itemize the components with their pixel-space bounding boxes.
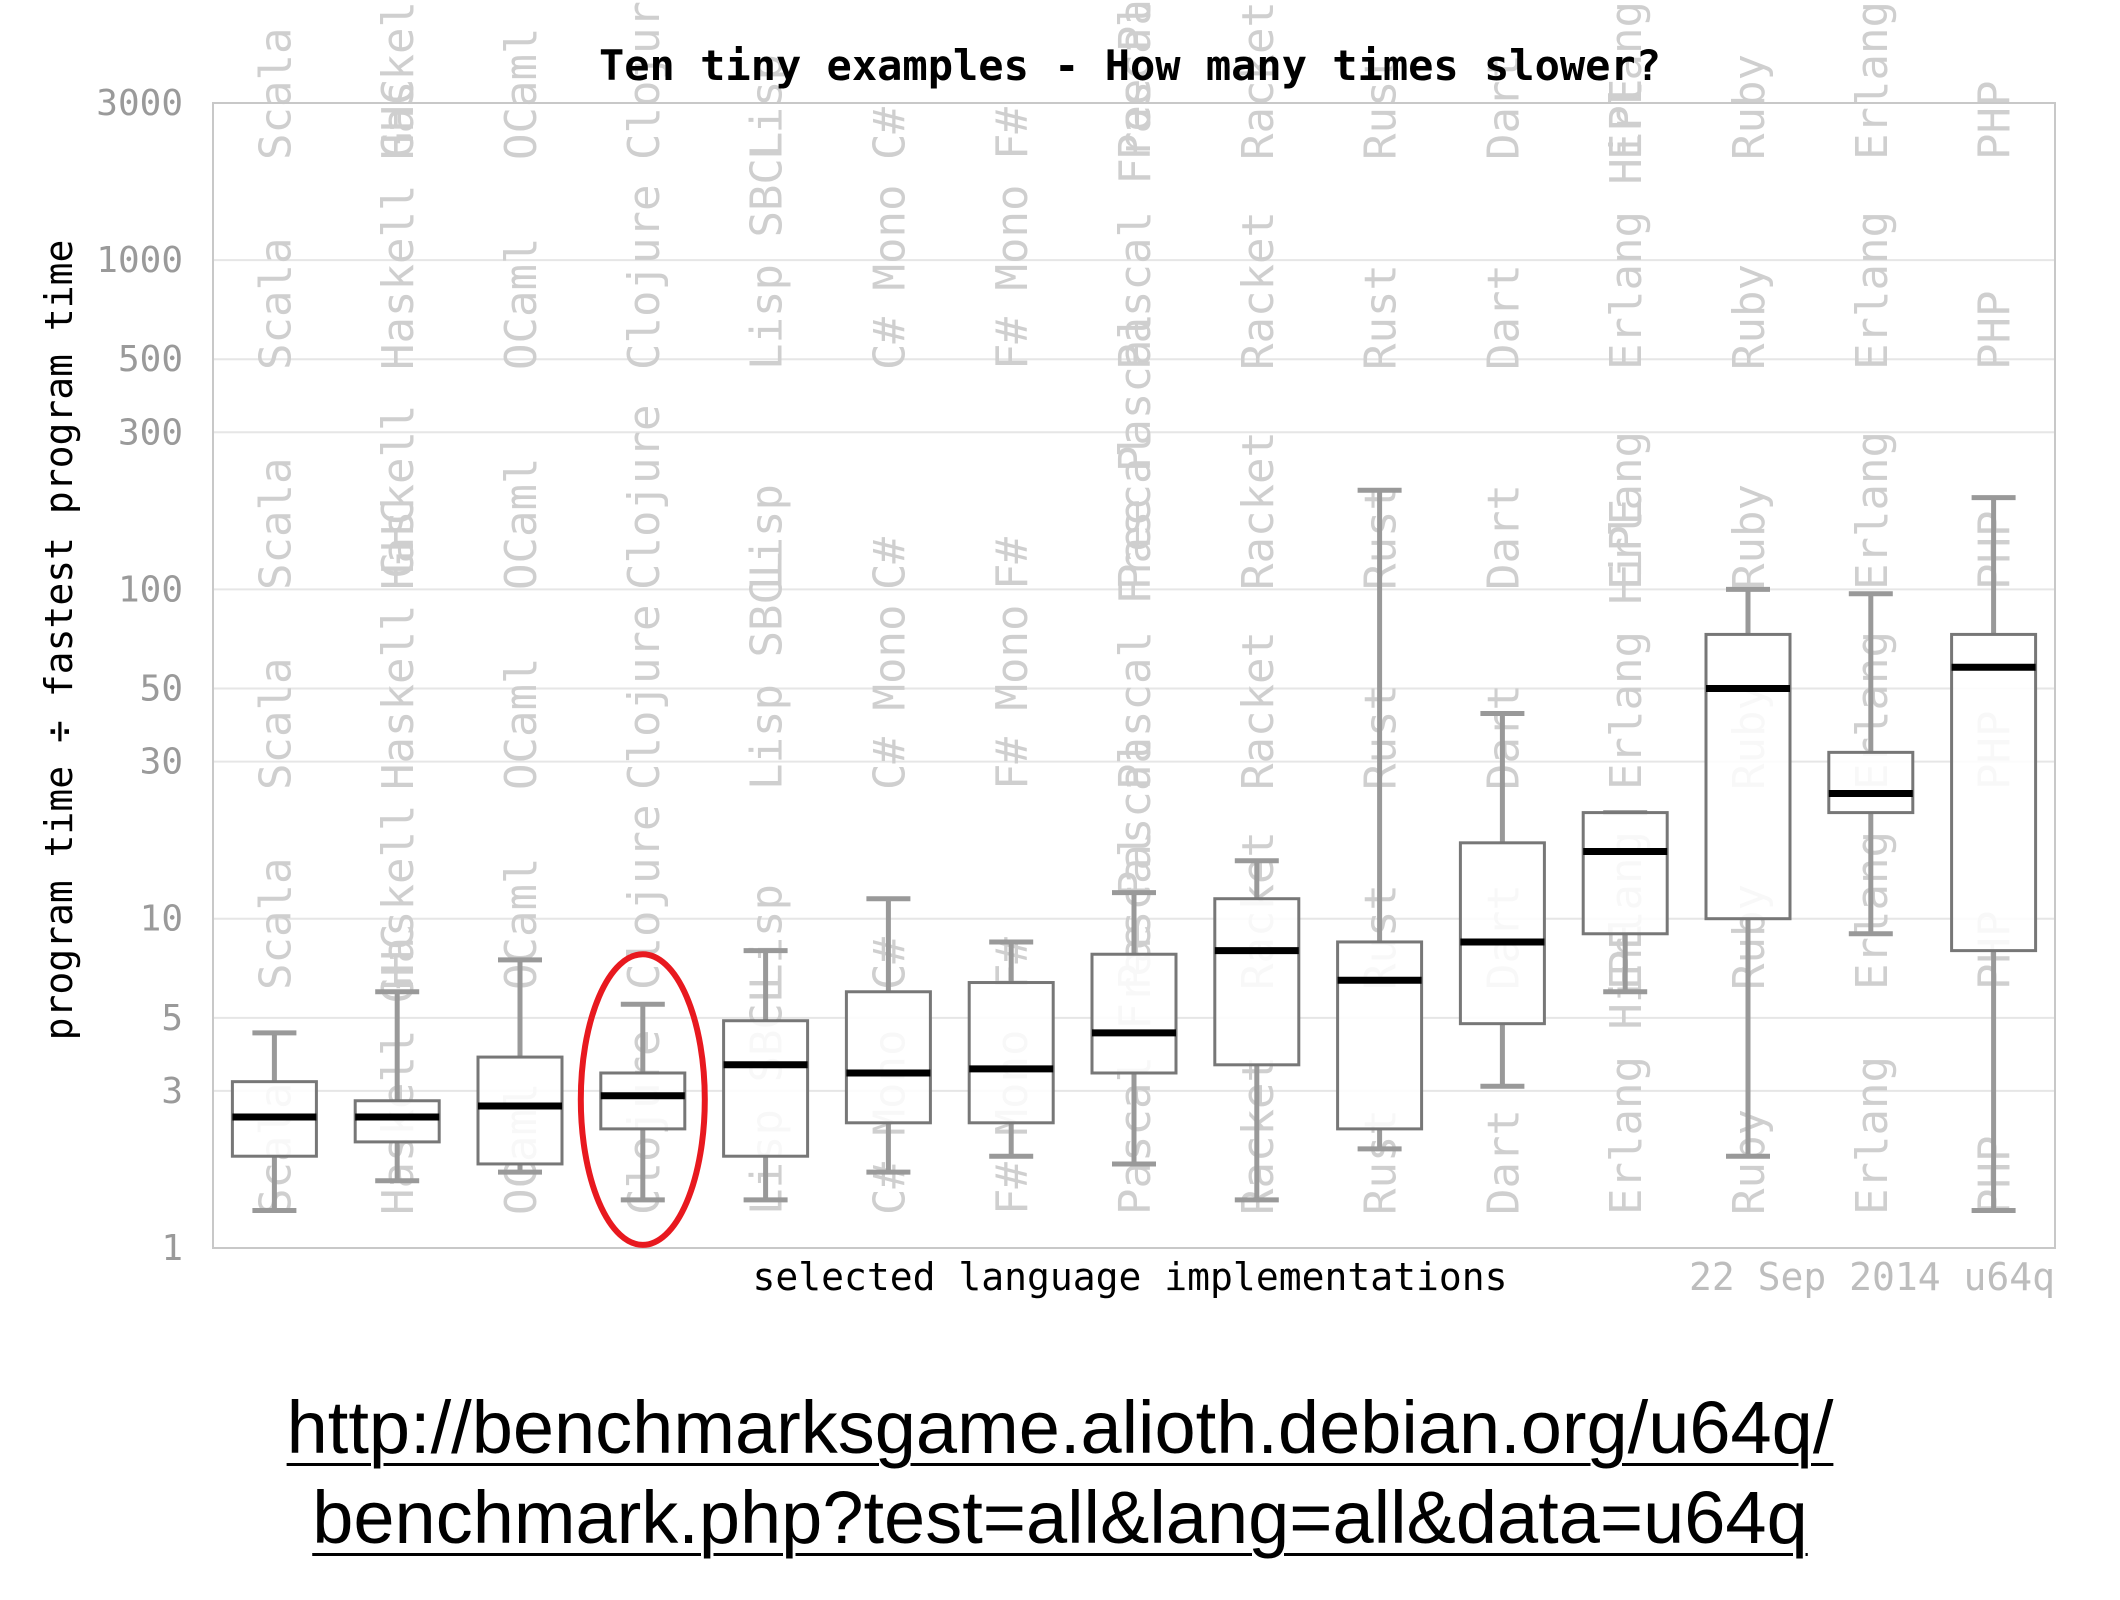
box-iqr xyxy=(1581,811,1669,936)
column-label: Erlang xyxy=(1847,211,1898,370)
column-label: Dart xyxy=(1478,54,1529,160)
column-label: Ruby xyxy=(1724,484,1775,590)
box-iqr xyxy=(599,1071,687,1131)
plot-frame xyxy=(212,102,2056,1249)
box-iqr xyxy=(1704,632,1792,921)
column-label: Scala xyxy=(250,238,301,370)
y-tick-label: 5 xyxy=(161,998,183,1039)
column-label: Haskell xyxy=(373,0,424,160)
y-tick-label: 300 xyxy=(118,412,183,453)
column-label: C# Mono xyxy=(864,185,915,370)
box-iqr xyxy=(1090,952,1178,1075)
column-label: Lisp xyxy=(742,484,793,590)
column-label: Erlang xyxy=(1847,1056,1898,1215)
column-label: Scala xyxy=(250,28,301,160)
column-label: Dart xyxy=(1478,484,1529,590)
url-link-line-2[interactable]: benchmark.php?test=all&lang=all&data=u64… xyxy=(312,1476,1808,1559)
column-label: Pascal Free Pascal xyxy=(1110,0,1161,370)
column-label: Pascal xyxy=(1110,431,1161,590)
column-label: Dart xyxy=(1478,1109,1529,1215)
highlight-layer xyxy=(577,951,708,1248)
box-iqr xyxy=(1827,750,1915,815)
benchmark-chart: ScalaScalaScalaScalaScalaScalaHaskell GH… xyxy=(37,0,2056,1299)
column-label: Haskell xyxy=(373,405,424,590)
date-note: 22 Sep 2014 u64q xyxy=(1689,1255,2055,1299)
column-label: PHP xyxy=(1970,81,2021,160)
box-iqr xyxy=(353,1099,441,1144)
column-label: Ruby xyxy=(1724,264,1775,370)
box-iqr xyxy=(967,981,1055,1125)
column-label: OCaml xyxy=(496,458,547,590)
url-link-line-1[interactable]: http://benchmarksgame.alioth.debian.org/… xyxy=(286,1386,1834,1469)
box-iqr xyxy=(1458,841,1546,1026)
column-label: Erlang xyxy=(1601,431,1652,590)
column-label: Haskell xyxy=(373,805,424,990)
column-label: Rust xyxy=(1356,54,1407,160)
box-iqr xyxy=(1336,940,1424,1131)
column-label: Ruby xyxy=(1724,54,1775,160)
column-label: Racket xyxy=(1233,631,1284,790)
x-axis-label: selected language implementations xyxy=(753,1255,1508,1299)
column-label: F# Mono xyxy=(987,185,1038,370)
column-label: Clojure xyxy=(619,0,670,160)
column-label: Haskell GHC xyxy=(373,79,424,370)
column-label: Erlang xyxy=(1601,1,1652,160)
column-label: OCaml xyxy=(496,658,547,790)
y-tick-label: 30 xyxy=(140,742,183,783)
y-tick-label: 1000 xyxy=(96,240,183,281)
y-tick-label: 100 xyxy=(118,569,183,610)
column-label: Scala xyxy=(250,858,301,990)
column-label: Rust xyxy=(1356,264,1407,370)
y-tick-label: 10 xyxy=(140,899,183,940)
column-label: C# xyxy=(864,537,915,590)
column-label: Scala xyxy=(250,658,301,790)
column-label: F# xyxy=(987,537,1038,590)
column-label: Clojure xyxy=(619,185,670,370)
y-tick-label: 1 xyxy=(161,1228,183,1269)
column-label: C# xyxy=(864,107,915,160)
column-label: F# Mono xyxy=(987,605,1038,790)
column-label: Racket xyxy=(1233,431,1284,590)
box-plots xyxy=(230,487,2038,1213)
y-tick-label: 3 xyxy=(161,1071,183,1112)
box-iqr xyxy=(476,1055,564,1166)
chart-title: Ten tiny examples - How many times slowe… xyxy=(599,41,1661,90)
column-label: OCaml xyxy=(496,28,547,160)
box-iqr xyxy=(844,990,932,1125)
box-iqr xyxy=(722,1019,810,1158)
column-label: OCaml xyxy=(496,238,547,370)
column-label: Racket xyxy=(1233,211,1284,370)
column-label: Erlang HiPE xyxy=(1601,79,1652,370)
column-label: Erlang xyxy=(1847,431,1898,590)
box-iqr xyxy=(1950,632,2038,953)
column-label: Lisp SBCL xyxy=(742,132,793,370)
column-label: F# xyxy=(987,107,1038,160)
column-label: Clojure xyxy=(619,605,670,790)
y-tick-label: 500 xyxy=(118,339,183,380)
y-tick-label: 3000 xyxy=(96,83,183,124)
highlight-circle xyxy=(577,951,708,1248)
box-iqr xyxy=(1213,897,1301,1067)
column-label: Haskell GHC xyxy=(373,499,424,790)
column-label: C# Mono xyxy=(864,605,915,790)
y-axis-label: program time ÷ fastest program time xyxy=(37,240,81,1041)
column-label: Erlang xyxy=(1847,1,1898,160)
y-tick-labels: 1 3 5 10 30 50 100 300 500 1000 3000 xyxy=(96,83,183,1269)
column-label: Clojure xyxy=(619,405,670,590)
column-label: Lisp xyxy=(742,54,793,160)
y-tick-label: 50 xyxy=(140,669,183,710)
column-label: Erlang HiPE xyxy=(1601,499,1652,790)
column-label: Pascal Free Pascal xyxy=(1110,313,1161,790)
column-label: Lisp SBCL xyxy=(742,552,793,790)
column-label: Pascal xyxy=(1110,1,1161,160)
column-label: PHP xyxy=(1970,291,2021,370)
column-label: Scala xyxy=(250,458,301,590)
column-label: Dart xyxy=(1478,264,1529,370)
column-label: Racket xyxy=(1233,1,1284,160)
